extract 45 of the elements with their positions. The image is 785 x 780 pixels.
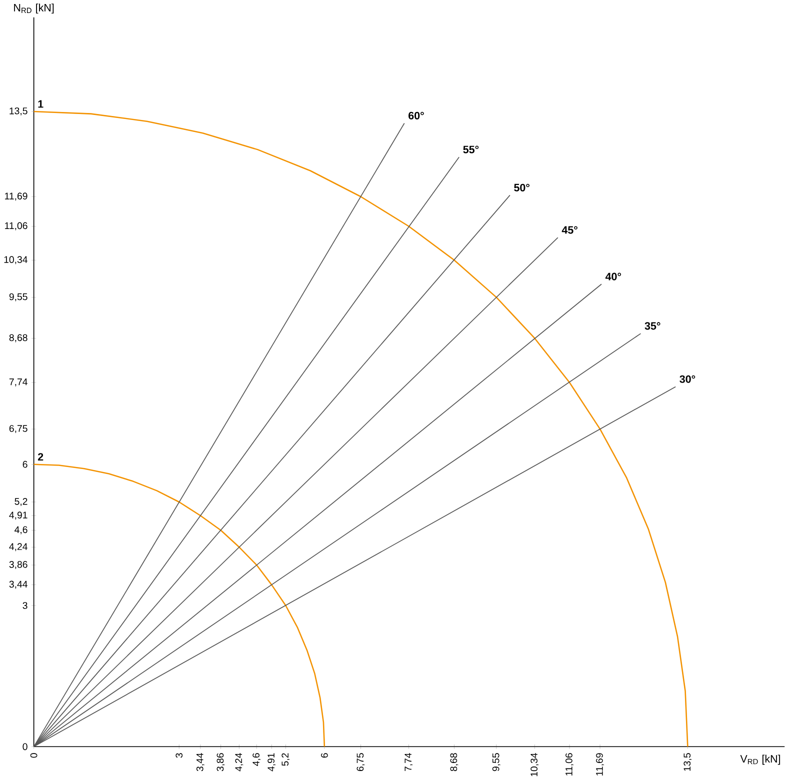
x-tick-label: 10,34 [530,752,539,776]
y-axis-title: N$_{RD}$ [kN] [14,3,54,14]
x-tick-label: 5,2 [282,752,290,766]
annotation: 45° [562,226,578,234]
y-tick-label: 11,06 [5,222,28,230]
x-tick-label: 6 [321,752,328,758]
y-tick-label: 8,68 [9,334,28,342]
y-tick-label: 3,86 [9,560,28,569]
x-tick-label: 6,75 [356,752,365,771]
x-tick-label: 7,74 [404,752,413,771]
annotation: 40° [605,272,622,280]
annotation: 2 [38,452,44,460]
annotation: 1 [38,100,44,108]
y-tick-label: 6 [22,460,28,468]
y-tick-label: 4,91 [9,511,28,520]
x-tick-label: 4,91 [268,752,276,772]
x-tick-label: 9,55 [492,752,500,771]
x-tick-label: 3,86 [216,752,225,771]
x-tick-label: 4,24 [235,752,244,772]
y-tick-label: 9,55 [9,293,28,302]
y-tick-label: 3,44 [9,580,28,589]
annotation: 30° [680,375,696,383]
x-tick-label: 4,6 [252,752,261,766]
annotation: 35° [644,322,660,330]
y-tick-label: 10,34 [4,256,28,264]
y-tick-label: 5,2 [14,498,28,506]
y-tick-label: 4,6 [14,526,28,534]
x-tick-label: 8,68 [450,752,458,771]
y-tick-label: 0 [22,743,28,750]
annotation: 50° [514,184,530,192]
annotation: 60° [408,112,424,120]
y-tick-label: 11,69 [5,192,28,200]
x-tick-label: 11,06 [566,752,574,776]
x-tick-label: 11,69 [596,752,604,776]
x-tick-label: 13,5 [684,752,692,771]
y-tick-label: 13,5 [10,107,28,116]
y-tick-label: 3 [22,602,28,609]
y-tick-label: 6,75 [9,424,28,433]
x-tick-label: 0 [30,752,38,758]
annotation: 55° [463,146,479,154]
y-tick-label: 4,24 [9,542,28,551]
x-axis-title: V$_{RD}$ [kN] [740,754,780,764]
x-tick-label: 3 [176,752,183,758]
x-tick-label: 3,44 [196,752,204,771]
y-tick-label: 7,74 [9,378,28,386]
